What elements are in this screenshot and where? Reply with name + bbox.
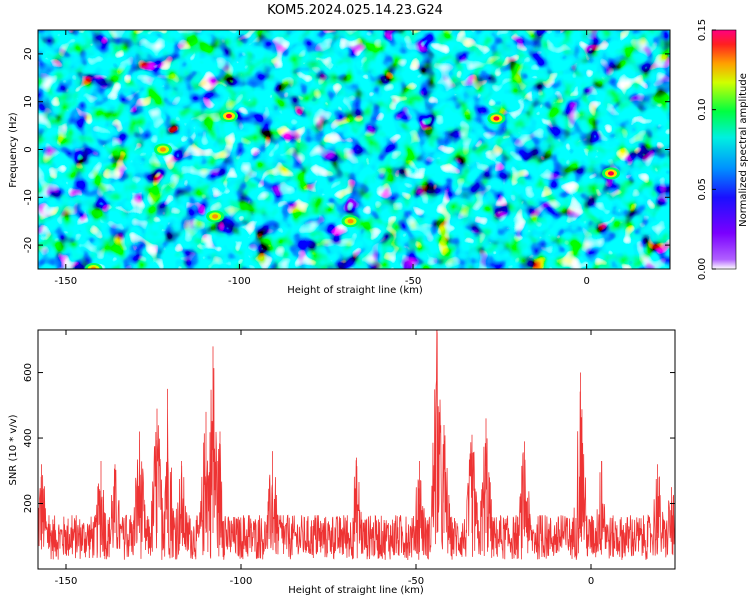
snr-frame: [37, 329, 676, 570]
spectrogram-ytick-label: 0: [23, 146, 34, 152]
spectrogram-xtick-label: -50: [405, 276, 421, 287]
spectrogram-hotspot: [212, 214, 219, 219]
snr-xlabel: Height of straight line (km): [288, 585, 424, 596]
colorbar-tick-label: 0.15: [697, 19, 708, 41]
snr-xtick-label: -150: [55, 576, 78, 587]
spectrogram-ytick-label: 10: [23, 95, 34, 108]
spectrogram-ylabel: Frequency (Hz): [8, 112, 19, 188]
spectrogram-hotspot: [90, 266, 97, 269]
spectrogram-ytick-label: -10: [23, 189, 34, 205]
spectrogram-xtick-label: -100: [228, 276, 251, 287]
colorbar-gradient: [711, 29, 737, 270]
snr-panel: -150 -100 -50 0 200 400 600 Height of straigh…: [8, 329, 676, 596]
colorbar: 0.00 0.05 0.10 0.15 Normalized spectral amp…: [697, 19, 749, 280]
colorbar-tick-label: 0.05: [697, 178, 708, 200]
spectrogram-image: [38, 30, 670, 269]
spectrogram-ytick-label: -20: [23, 237, 34, 253]
snr-xtick-label: 0: [588, 576, 594, 587]
snr-ytick-label: 200: [23, 494, 34, 513]
spectrogram-hotspot: [225, 113, 232, 119]
colorbar-tick-label: 0.10: [697, 99, 708, 121]
spectrogram-hotspot: [160, 147, 167, 152]
spectrogram-xlabel: Height of straight line (km): [287, 285, 423, 296]
colorbar-label: Normalized spectral amplitude: [738, 73, 749, 227]
colorbar-tick-label: 0.00: [697, 258, 708, 280]
snr-ytick-label: 600: [23, 363, 34, 382]
spectrogram-hotspot: [607, 171, 614, 176]
snr-ytick-label: 400: [23, 428, 34, 447]
spectrogram-ytick-label: 20: [23, 48, 34, 61]
spectrogram-xtick-label: -150: [54, 276, 77, 287]
snr-series-line: [38, 330, 675, 560]
snr-xtick-label: -50: [408, 576, 424, 587]
snr-xtick-label: -100: [230, 576, 253, 587]
snr-ylabel: SNR (10 * v/v): [8, 414, 19, 485]
spectrogram-xtick-label: 0: [583, 276, 589, 287]
chart-title: KOM5.2024.025.14.23.G24: [267, 3, 443, 18]
spectrogram-hotspot: [493, 116, 500, 121]
spectrogram-hotspot: [347, 219, 354, 224]
